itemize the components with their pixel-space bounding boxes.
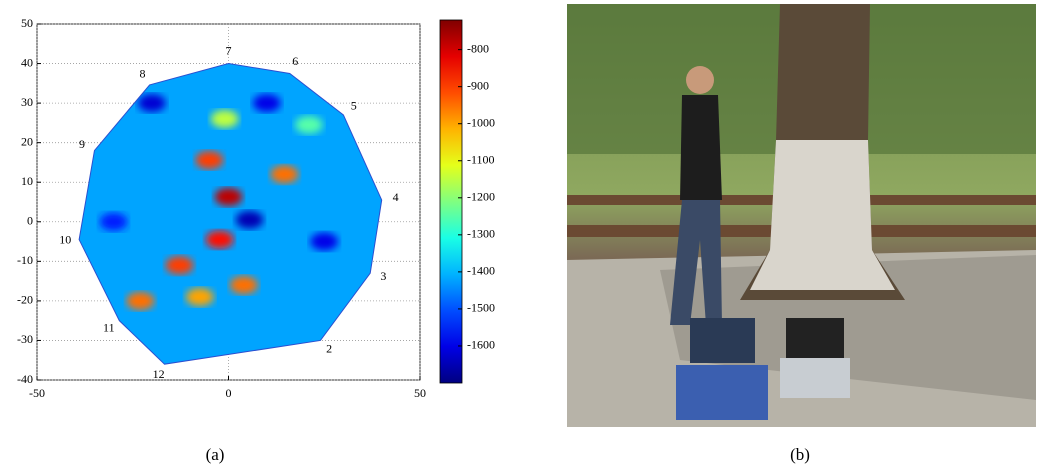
- colorbar-tick-label: -1600: [467, 338, 495, 352]
- hotspot: [310, 233, 338, 251]
- sensor-label: 3: [380, 269, 386, 283]
- colorbar-tick-label: -900: [467, 78, 489, 92]
- colorbar-tick-label: -1000: [467, 115, 495, 129]
- sensor-label: 8: [139, 66, 145, 80]
- sensor-label: 4: [393, 190, 399, 204]
- sensor-label: 7: [226, 43, 232, 57]
- y-tick-label: 40: [21, 55, 33, 69]
- colorbar-tick-label: -1500: [467, 301, 495, 315]
- hotspot: [215, 188, 243, 206]
- caption: (a): [206, 445, 225, 464]
- hotspot: [211, 110, 239, 128]
- y-tick-label: -40: [17, 372, 33, 386]
- heatmap-panel: -40 -30 -20 -10 0 10 20 30 40 50 -50 0 50 7 6 5 4 3 2 12 11 1…: [17, 16, 495, 400]
- hotspot: [126, 292, 154, 310]
- y-tick-label: 10: [21, 174, 33, 188]
- sensor-label: 6: [292, 54, 298, 68]
- colorbar: [440, 20, 462, 383]
- colorbar-tick-label: -800: [467, 41, 489, 55]
- sensor-label: 12: [153, 367, 165, 381]
- hotspot: [206, 231, 234, 249]
- y-tick-label: -10: [17, 253, 33, 267]
- sensor-label: 10: [59, 233, 71, 247]
- sensor-label: 11: [103, 320, 115, 334]
- sensor-label: 5: [351, 99, 357, 113]
- caption: (b): [790, 445, 810, 464]
- y-tick-label: 0: [27, 214, 33, 228]
- y-tick-label: -30: [17, 332, 33, 346]
- hotspot: [270, 165, 298, 183]
- hotspot: [186, 288, 214, 306]
- colorbar-tick-label: -1400: [467, 264, 495, 278]
- colorbar-tick-label: -1100: [467, 153, 495, 167]
- hotspot: [230, 276, 258, 294]
- sensor-label: 2: [326, 342, 332, 356]
- hotspot: [253, 94, 281, 112]
- case: [676, 365, 768, 420]
- hotspot: [295, 116, 323, 134]
- y-tick-label: 30: [21, 95, 33, 109]
- x-tick-label: 0: [226, 386, 232, 400]
- hotspot: [195, 151, 223, 169]
- hotspot: [165, 256, 193, 274]
- person-shirt: [680, 95, 722, 200]
- photo: [567, 4, 1036, 427]
- colorbar-tick-label: -1300: [467, 227, 495, 241]
- laptop: [690, 318, 755, 363]
- hotspot: [100, 213, 128, 231]
- x-tick-label: 50: [414, 386, 426, 400]
- hotspot: [236, 211, 264, 229]
- y-tick-label: 50: [21, 16, 33, 30]
- person-head: [686, 66, 714, 94]
- x-tick-label: -50: [29, 386, 45, 400]
- instrument: [780, 358, 850, 398]
- colorbar-tick-label: -1200: [467, 190, 495, 204]
- y-tick-label: -20: [17, 293, 33, 307]
- figure: -40 -30 -20 -10 0 10 20 30 40 50 -50 0 50 7 6 5 4 3 2 12 11 1…: [0, 0, 1041, 467]
- hotspot: [138, 94, 166, 112]
- instrument-case: [786, 318, 844, 358]
- sensor-label: 9: [79, 137, 85, 151]
- y-tick-label: 20: [21, 134, 33, 148]
